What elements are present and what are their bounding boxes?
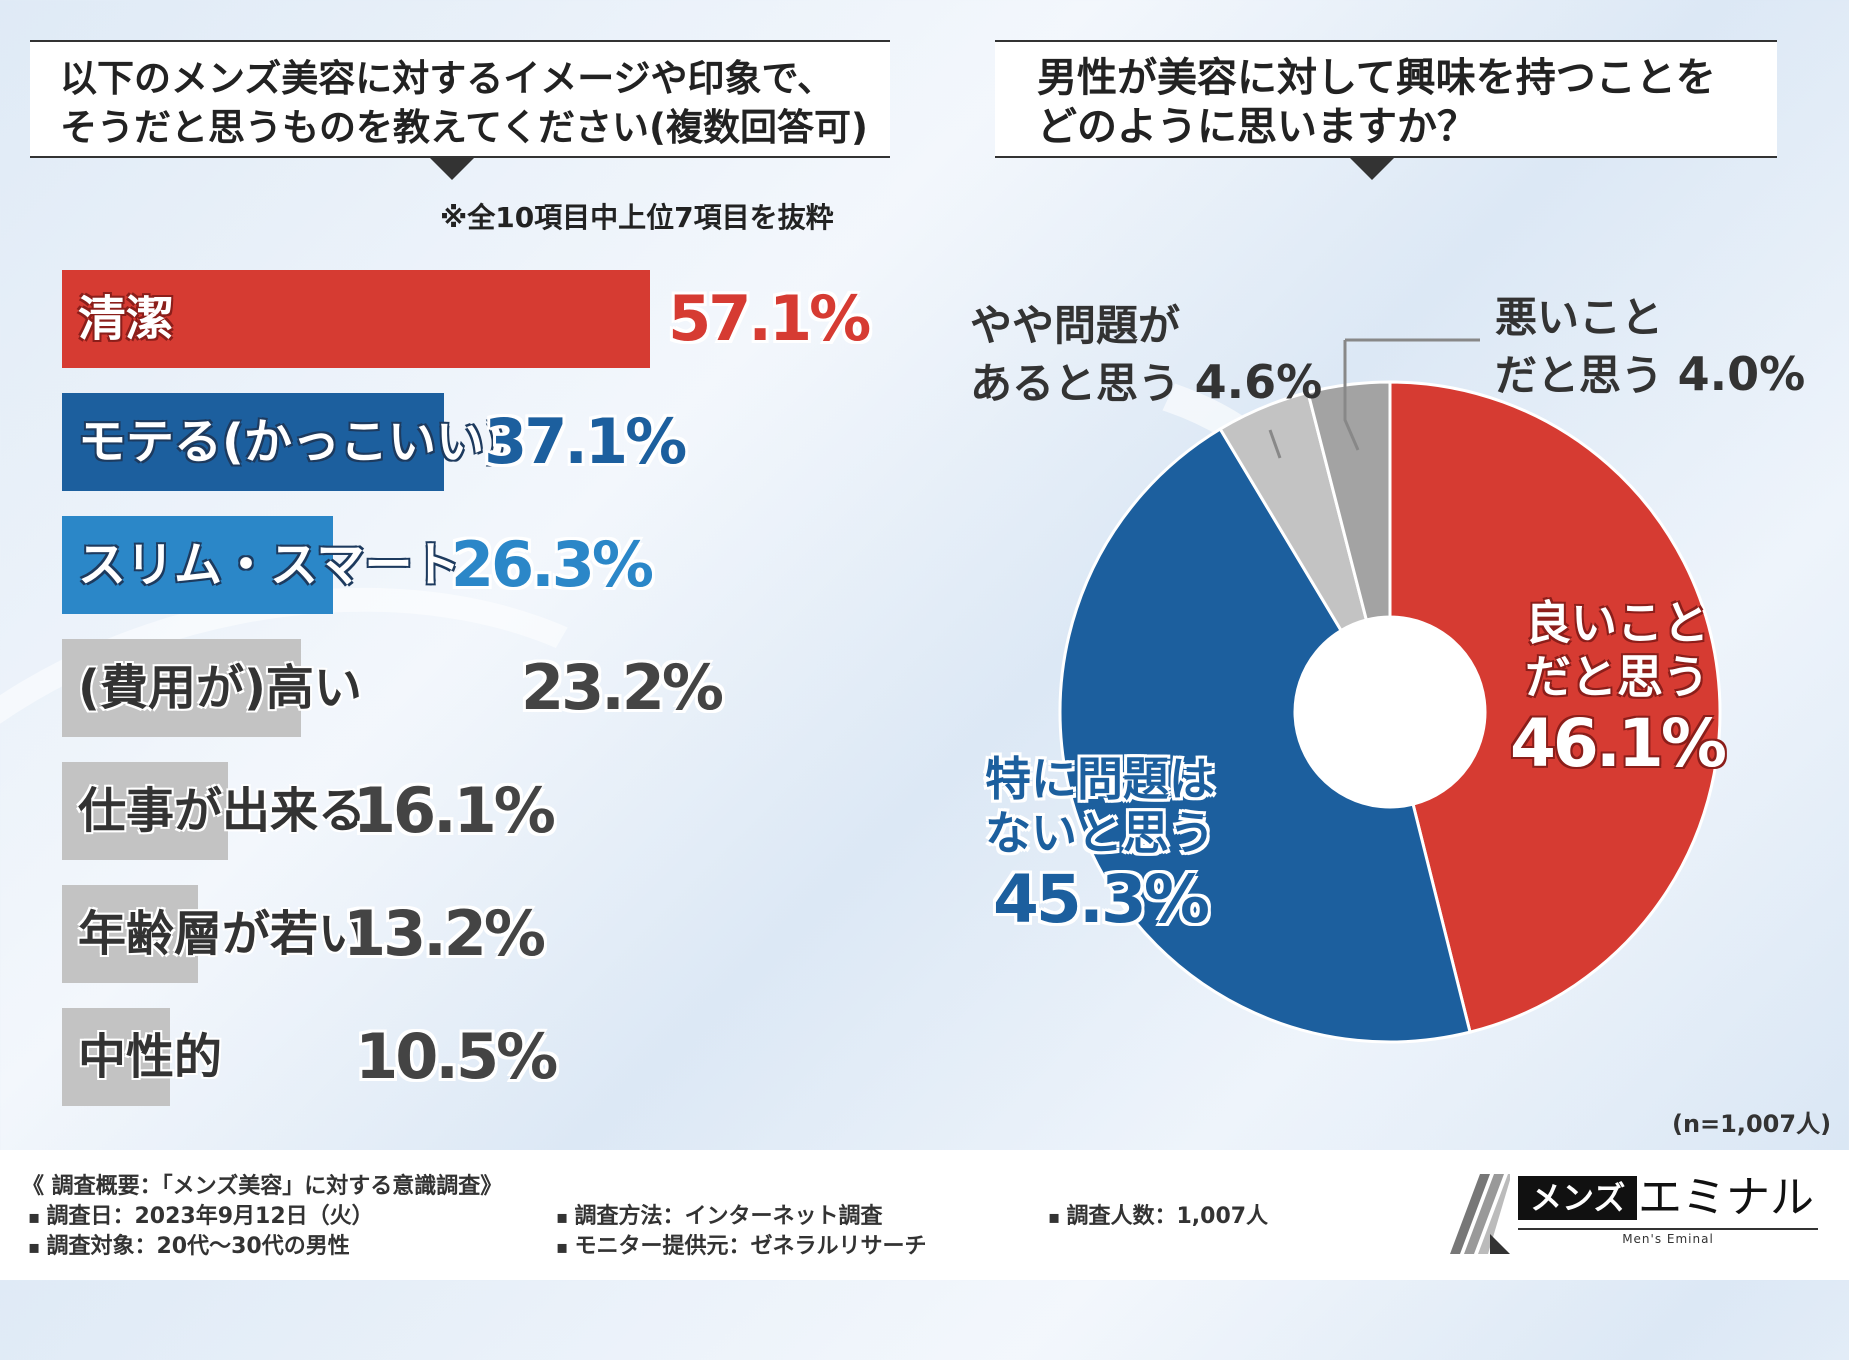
survey-count: 調査人数：1,007人: [1048, 1198, 1268, 1230]
bar: [62, 393, 445, 491]
logo-box-text: メンズ: [1518, 1176, 1638, 1220]
donut-hole: [1295, 617, 1485, 807]
pie-value-slight: 4.6%: [1194, 355, 1323, 409]
pie-label-good: 良いこと だと思う 46.1%: [1510, 596, 1727, 784]
logo-rule: [1518, 1228, 1818, 1230]
logo-stripes-icon: [1450, 1174, 1510, 1254]
bar: [62, 885, 198, 983]
survey-provider: モニター提供元：ゼネラルリサーチ: [556, 1228, 926, 1260]
title-pointer: [1350, 158, 1394, 180]
pie-label-neutral: 特に問題は ないと思う 45.3%: [985, 752, 1215, 940]
pie-chart-title-line1: 男性が美容に対して興味を持つことを: [1037, 55, 1716, 101]
bar-value-label: 57.1%: [668, 282, 871, 355]
pie-label-neutral-line2: ないと思う: [985, 806, 1215, 860]
pie-chart-title-line2: どのように思いますか？: [1037, 104, 1477, 150]
bar: [62, 516, 333, 614]
donut-chart: [1058, 338, 1722, 1044]
bar: [62, 762, 228, 860]
bar-value-label: 16.1%: [352, 774, 556, 847]
leader-line: [1343, 340, 1360, 451]
pie-label-bad-line1: 悪いこと: [1495, 293, 1664, 342]
pie-value-bad: 4.0%: [1677, 347, 1806, 401]
bar-label: (費用が)高い: [78, 660, 362, 716]
survey-target: 調査対象：20代〜30代の男性: [28, 1228, 349, 1260]
pie-label-slight-line2: あると思う: [970, 359, 1181, 408]
bar: [62, 639, 301, 737]
bar-label: モテる(かっこいい): [78, 414, 506, 470]
sample-size: (n=1,007人): [1672, 1110, 1832, 1138]
bar-label: 仕事が出来る: [78, 783, 367, 839]
bar: [62, 270, 651, 368]
bar-value-label: 26.3%: [450, 528, 654, 601]
bar-value-label: 13.2%: [342, 897, 546, 970]
bar-label: 中性的: [78, 1029, 223, 1085]
pie-label-bad: 悪いこと だと思う 4.0%: [1495, 290, 1805, 404]
bar-label: 清潔: [78, 291, 175, 347]
bar-value-label: 37.1%: [484, 405, 687, 478]
bar-value-label: 10.5%: [355, 1020, 558, 1093]
logo-name: エミナル: [1638, 1172, 1814, 1223]
brand-logo: メンズ エミナル Men's Eminal: [1450, 1170, 1820, 1260]
title-pointer: [430, 158, 474, 180]
bar-chart-title-line2: そうだと思うものを教えてください(複数回答可): [60, 106, 868, 149]
logo-sub: Men's Eminal: [1622, 1232, 1714, 1246]
bar-chart: 清潔 57.1% モテる(かっこいい) 37.1% スリム・スマート 26.3% (費用が)…: [0, 0, 930, 1130]
bar-label: 年齢層が若い: [78, 906, 367, 962]
bar-value-label: 23.2%: [520, 651, 724, 724]
pie-label-good-line2: だと思う: [1524, 650, 1709, 704]
survey-summary: 《 調査概要：「メンズ美容」に対する意識調査》: [22, 1174, 503, 1199]
bar-chart-note: ※全10項目中上位7項目を抜粋: [440, 201, 834, 234]
leader-line: [1268, 429, 1282, 459]
pie-label-neutral-line1: 特に問題は: [985, 752, 1215, 806]
pie-label-good-line1: 良いこと: [1524, 596, 1709, 650]
bar-chart-title-line1: 以下のメンズ美容に対するイメージや印象で、: [60, 57, 835, 100]
bar-label: スリム・スマート: [78, 537, 461, 593]
pie-value-good: 46.1%: [1510, 705, 1727, 782]
pie-label-bad-line2: だと思う: [1495, 351, 1664, 400]
survey-method: 調査方法：インターネット調査: [556, 1198, 882, 1230]
pie-value-neutral: 45.3%: [993, 861, 1210, 938]
pie-chart-title: 男性が美容に対して興味を持つことを どのように思いますか？: [995, 40, 1777, 180]
bar: [62, 1008, 171, 1106]
pie-label-slight: やや問題が あると思う 4.6%: [970, 298, 1322, 412]
survey-date: 調査日：2023年9月12日（火）: [28, 1198, 373, 1230]
pie-label-slight-line1: やや問題が: [970, 301, 1181, 350]
bar-chart-title: 以下のメンズ美容に対するイメージや印象で、 そうだと思うものを教えてください(複…: [30, 40, 890, 180]
